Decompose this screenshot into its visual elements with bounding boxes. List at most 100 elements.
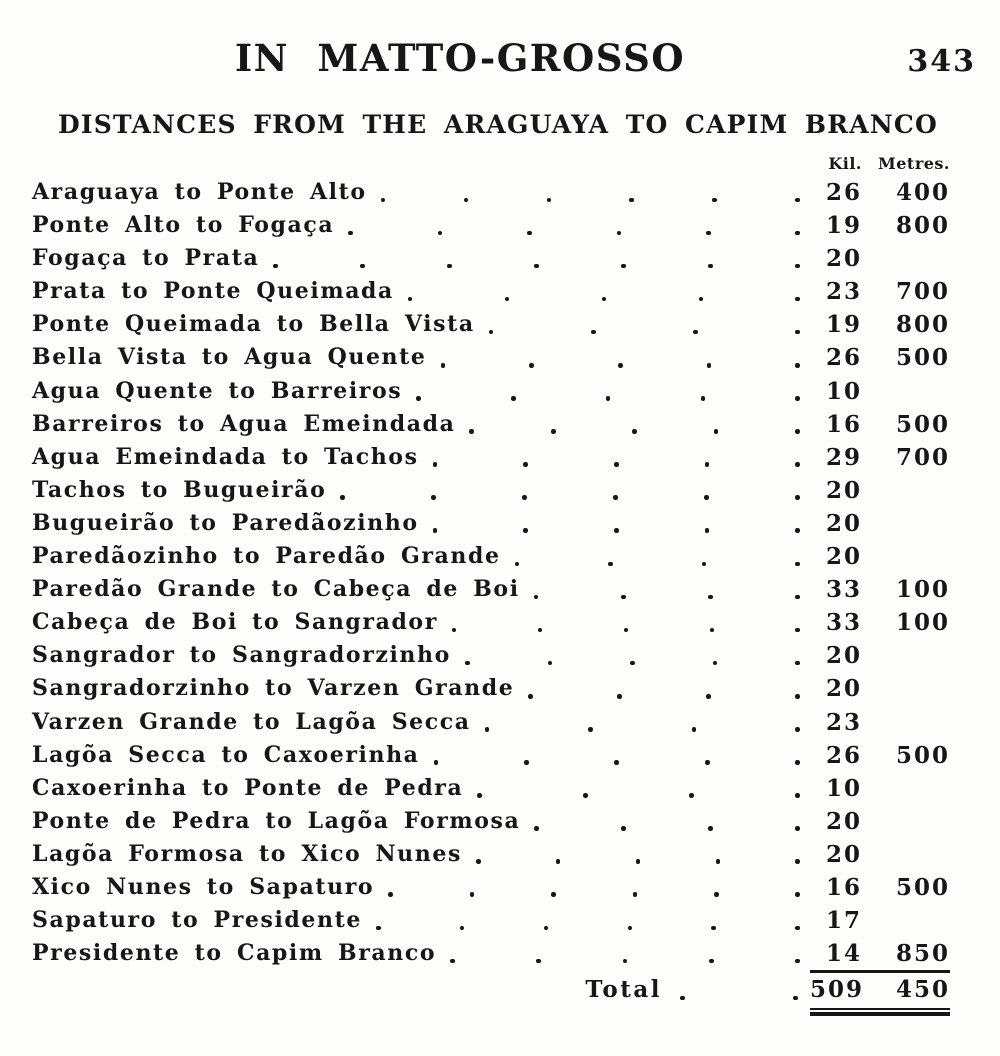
leader-dot: [795, 561, 800, 567]
kil-value: 33: [825, 609, 862, 637]
table-row: Cabeça de Boi to Sangrador 33 100: [32, 606, 950, 639]
leader-dot: [547, 660, 553, 666]
metres-value: 100: [895, 576, 950, 604]
kil-value: 20: [825, 509, 862, 537]
leader-dot: [511, 396, 516, 401]
metres-value: 500: [895, 344, 950, 372]
leader-dot: [536, 958, 542, 964]
leader-dot: [546, 197, 552, 203]
route-name: Fogaça to Prata: [32, 245, 260, 272]
metres-value: [862, 904, 950, 937]
leader-dot: [693, 329, 698, 335]
leader-dot: [614, 528, 619, 534]
leader-dots: [419, 507, 804, 540]
leader-dot: [691, 727, 697, 732]
leader-dot: [504, 296, 510, 302]
metres-value: 100: [895, 609, 950, 637]
route-name: Bella Vista to Agua Quente: [32, 344, 427, 371]
leader-dots: [662, 995, 804, 1006]
table-row: Ponte Queimada to Bella Vista 19 800: [32, 308, 950, 341]
route-name: Caxoerinha to Ponte de Pedra: [32, 774, 464, 801]
table-row: Bugueirão to Paredãozinho 20: [32, 507, 950, 540]
leader-dot: [523, 528, 528, 534]
kil-value: 26: [825, 179, 862, 206]
route-name: Paredãozinho to Paredão Grande: [32, 543, 501, 570]
leader-dot: [583, 793, 588, 798]
total-metres-value: 450: [895, 976, 950, 1004]
leader-dot: [793, 995, 798, 1001]
route-name: Cabeça de Boi to Sangrador: [32, 609, 438, 636]
leader-dot: [464, 660, 470, 666]
kil-value: 16: [825, 410, 862, 438]
total-row: Total 509 450: [32, 970, 950, 1005]
kil-value: 20: [825, 807, 862, 835]
kil-value: 26: [825, 344, 862, 372]
leader-dot: [534, 263, 539, 269]
route-name: Agua Emeindada to Tachos: [32, 443, 419, 470]
leader-dot: [528, 693, 533, 699]
leader-dots: [419, 441, 804, 474]
leader-dots: [367, 176, 804, 209]
table-row: Paredão Grande to Cabeça de Boi 33 100: [32, 573, 950, 606]
route-name: Lagõa Secca to Caxoerinha: [32, 741, 420, 768]
leader-dot: [795, 660, 800, 666]
leader-dots: [438, 606, 804, 639]
leader-dots: [402, 375, 804, 408]
leader-dots: [420, 739, 804, 772]
leader-dot: [708, 826, 713, 831]
route-name: Prata to Ponte Queimada: [32, 278, 394, 305]
route-name: Lagõa Formosa to Xico Nunes: [32, 840, 462, 867]
leader-dot: [795, 230, 800, 236]
leader-dots: [362, 904, 804, 937]
leader-dot: [704, 760, 710, 765]
leader-dot: [601, 296, 607, 302]
leader-dot: [529, 362, 534, 368]
route-name: Bugueirão to Paredãozinho: [32, 509, 419, 536]
leader-dot: [469, 429, 475, 434]
leader-dots: [436, 937, 804, 970]
leader-dots: [520, 573, 804, 606]
leader-dot: [605, 396, 611, 401]
table-row: Tachos to Bugueirão 20: [32, 474, 950, 507]
table-row: Araguaya to Ponte Alto 26 400: [32, 176, 950, 209]
metres-value: [862, 672, 950, 705]
leader-dot: [627, 925, 633, 931]
leader-dot: [623, 627, 629, 633]
leader-dot: [551, 892, 556, 898]
leader-dot: [795, 495, 800, 500]
metres-value: [862, 375, 950, 408]
leader-dot: [273, 263, 278, 269]
metres-value: [862, 706, 950, 739]
leader-dot: [416, 396, 421, 401]
table-row: Prata to Ponte Queimada 23 700: [32, 275, 950, 308]
leader-dot: [795, 958, 800, 964]
leader-dot: [514, 561, 520, 567]
leader-dot: [795, 727, 800, 732]
leader-dot: [431, 495, 436, 500]
leader-dot: [550, 429, 556, 434]
leader-dot: [534, 826, 539, 831]
route-name: Tachos to Bugueirão: [32, 476, 327, 503]
route-name: Ponte Queimada to Bella Vista: [32, 311, 475, 338]
leader-dot: [711, 925, 717, 931]
kil-value: 23: [825, 278, 862, 306]
table-row: Lagõa Formosa to Xico Nunes 20: [32, 838, 950, 871]
leader-dot: [795, 396, 800, 401]
leader-dot: [451, 627, 457, 633]
leader-dot: [613, 462, 619, 467]
leader-dots: [326, 474, 804, 507]
leader-dot: [704, 495, 709, 500]
leader-dot: [795, 760, 800, 765]
leader-dot: [484, 727, 490, 732]
leader-dot: [698, 296, 704, 302]
leader-dot: [340, 495, 345, 500]
leader-dot: [348, 230, 353, 236]
metres-value: 800: [895, 311, 950, 339]
table-caption-word: FROM: [253, 110, 346, 139]
leader-dot: [708, 594, 713, 600]
table-caption: DISTANCES FROM THE ARAGUAYA TO CAPIM BRANCO: [58, 110, 938, 139]
leader-dots: [334, 209, 804, 242]
kil-value: 20: [825, 840, 862, 868]
leader-dot: [432, 528, 438, 534]
